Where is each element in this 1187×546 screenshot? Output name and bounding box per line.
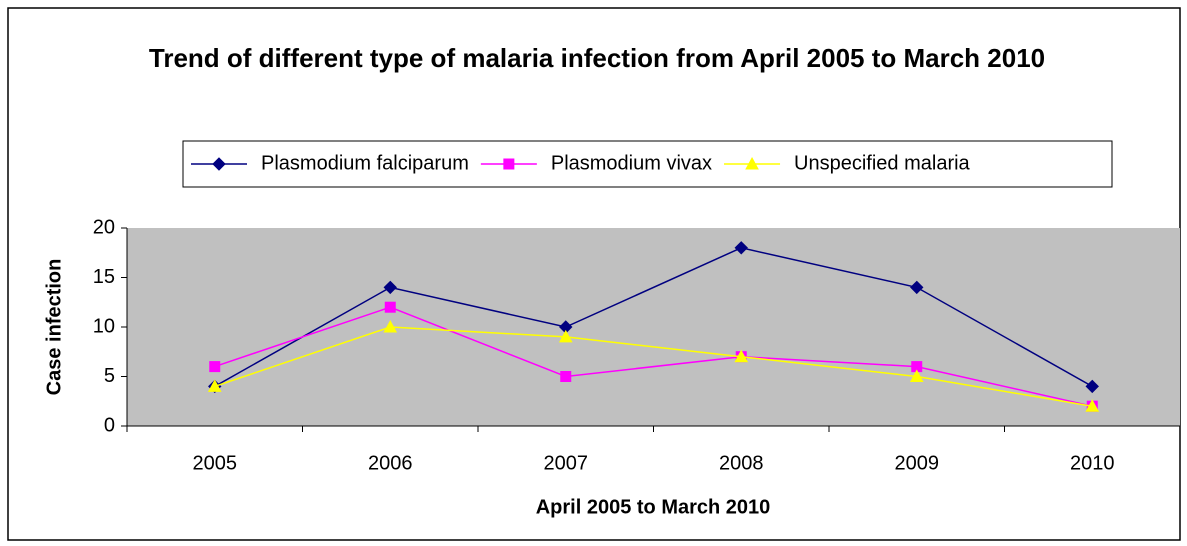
data-point bbox=[1085, 379, 1099, 394]
legend-marker bbox=[212, 157, 226, 171]
legend-label: Plasmodium vivax bbox=[551, 152, 712, 174]
data-point bbox=[1085, 399, 1100, 412]
x-tick-label: 2008 bbox=[719, 452, 764, 474]
legend-box bbox=[182, 140, 1113, 188]
data-point bbox=[734, 349, 749, 363]
y-tick-label: 5 bbox=[104, 365, 115, 387]
data-point bbox=[910, 280, 924, 295]
y-tick-label: 0 bbox=[104, 414, 115, 436]
x-tick-label: 2007 bbox=[544, 452, 589, 474]
plot-area bbox=[127, 228, 1180, 426]
x-tick-label: 2005 bbox=[193, 452, 238, 474]
series-line bbox=[214, 306, 1093, 407]
y-tick-label: 10 bbox=[93, 315, 115, 337]
legend-label: Unspecified malaria bbox=[794, 152, 971, 174]
y-tick-label: 20 bbox=[93, 216, 115, 238]
data-point bbox=[384, 301, 396, 313]
data-point bbox=[734, 241, 748, 255]
data-point bbox=[909, 369, 924, 382]
y-axis-label: Case infection bbox=[43, 259, 65, 396]
legend-label: Plasmodium falciparum bbox=[261, 152, 469, 174]
x-tick-label: 2009 bbox=[895, 452, 940, 474]
x-axis-label: April 2005 to March 2010 bbox=[536, 496, 771, 518]
data-point bbox=[383, 280, 397, 295]
series-line bbox=[214, 247, 1093, 388]
x-tick-label: 2010 bbox=[1070, 452, 1115, 474]
data-point bbox=[383, 319, 398, 333]
legend-marker bbox=[745, 156, 759, 170]
series-line bbox=[214, 326, 1093, 407]
data-point bbox=[558, 329, 573, 343]
chart-title: Trend of different type of malaria infec… bbox=[148, 43, 1046, 73]
y-tick-label: 15 bbox=[93, 266, 115, 288]
data-point bbox=[209, 361, 221, 373]
x-tick-label: 2006 bbox=[368, 452, 413, 474]
legend-marker bbox=[503, 158, 515, 170]
data-point bbox=[560, 371, 572, 382]
data-point bbox=[207, 379, 222, 392]
